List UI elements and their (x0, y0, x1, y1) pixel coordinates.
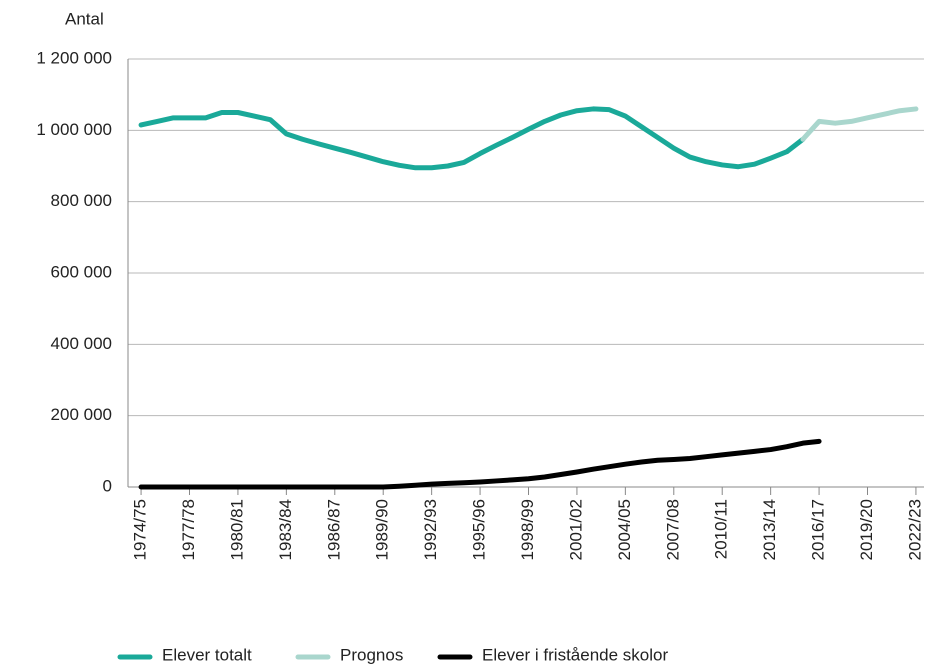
y-tick-label: 400 000 (51, 334, 112, 353)
y-tick-label: 1 200 000 (36, 48, 112, 67)
x-tick-label: 2004/05 (615, 499, 634, 560)
y-tick-label: 200 000 (51, 405, 112, 424)
x-tick-label: 1995/96 (470, 499, 489, 560)
x-tick-label: 2001/02 (566, 499, 585, 560)
legend-label: Elever totalt (162, 645, 252, 664)
x-tick-label: 2013/14 (760, 499, 779, 560)
x-tick-label: 1998/99 (518, 499, 537, 560)
y-tick-label: 0 (103, 476, 112, 495)
legend-label: Prognos (340, 645, 403, 664)
x-tick-label: 1974/75 (131, 499, 150, 560)
y-axis-label: Antal (65, 9, 104, 28)
y-tick-label: 1 000 000 (36, 120, 112, 139)
x-tick-label: 1986/87 (324, 499, 343, 560)
x-tick-label: 1989/90 (373, 499, 392, 560)
series-line (138, 438, 822, 490)
x-tick-label: 2016/17 (809, 499, 828, 560)
legend-label: Elever i fristående skolor (482, 645, 668, 664)
x-tick-label: 1983/84 (276, 499, 295, 560)
series-line (138, 106, 806, 171)
x-tick-label: 1980/81 (227, 499, 246, 560)
x-tick-label: 2007/08 (663, 499, 682, 560)
y-tick-label: 800 000 (51, 191, 112, 210)
x-tick-label: 2019/20 (857, 499, 876, 560)
series-line (800, 106, 919, 142)
x-tick-label: 1992/93 (421, 499, 440, 560)
y-tick-label: 600 000 (51, 262, 112, 281)
x-tick-label: 2022/23 (905, 499, 924, 560)
x-tick-label: 1977/78 (179, 499, 198, 560)
x-tick-label: 2010/11 (712, 499, 731, 559)
